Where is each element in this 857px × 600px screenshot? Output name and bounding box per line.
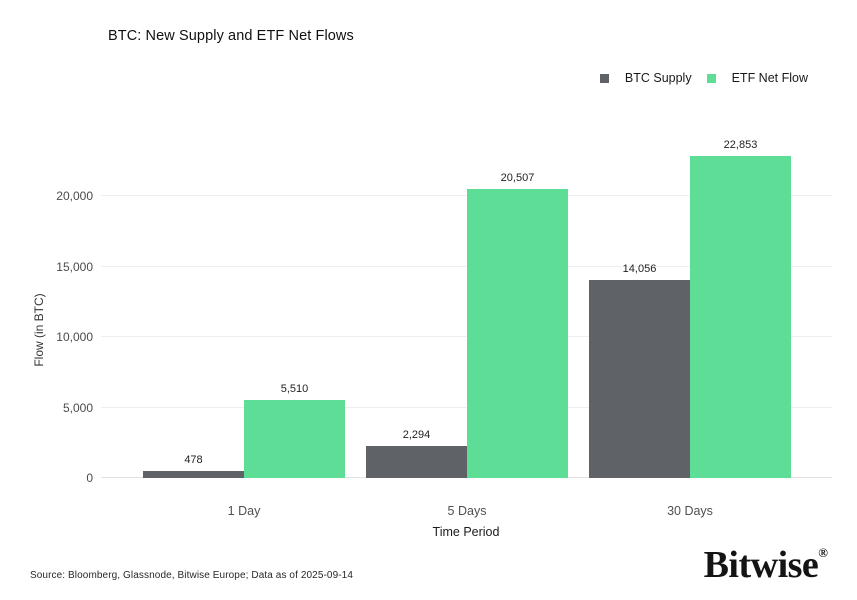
y-tick-label: 20,000 [56, 189, 93, 203]
bar-group: 14,056 22,853 [589, 110, 791, 478]
legend: BTC Supply ETF Net Flow [599, 71, 808, 85]
bar-value-label: 478 [184, 454, 203, 466]
bar-group: 478 5,510 [143, 110, 345, 478]
y-tick-label: 5,000 [62, 400, 93, 415]
x-tick-label: 30 Days [667, 504, 713, 518]
chart-title: BTC: New Supply and ETF Net Flows [108, 28, 354, 44]
x-tick-label: 1 Day [227, 504, 261, 518]
bar-btc-supply [589, 280, 690, 478]
gridline [101, 336, 832, 337]
bar-value-label: 5,510 [280, 383, 309, 395]
bar-value-label: 2,294 [402, 429, 431, 441]
bar-etf-net-flow [690, 156, 791, 478]
legend-label-etf-net-flow: ETF Net Flow [731, 71, 808, 85]
bar-etf-net-flow [244, 400, 345, 478]
gridline [101, 265, 832, 267]
registered-trademark-icon: ® [818, 545, 828, 560]
y-axis-ticks: 0 5,000 10,000 15,000 20,000 [0, 0, 93, 600]
legend-item-etf-net-flow: ETF Net Flow [706, 71, 808, 85]
y-tick-label: 15,000 [56, 259, 93, 274]
etf-net-flow-swatch-icon [706, 73, 716, 83]
x-axis-title: Time Period [432, 525, 500, 539]
bar-btc-supply [366, 446, 467, 478]
btc-supply-swatch-icon [599, 73, 609, 83]
bar-group: 2,294 20,507 [366, 110, 568, 478]
source-note: Source: Bloomberg, Glassnode, Bitwise Eu… [30, 570, 353, 581]
gridline [101, 406, 832, 408]
legend-label-btc-supply: BTC Supply [624, 71, 692, 85]
legend-item-btc-supply: BTC Supply [599, 71, 692, 85]
bar-btc-supply [143, 471, 244, 478]
bitwise-logo: Bitwise® [704, 546, 828, 584]
x-tick-label: 5 Days [447, 504, 487, 518]
bar-etf-net-flow [467, 189, 568, 478]
gridline [101, 195, 832, 196]
plot-area: 478 5,510 2,294 20,507 14,056 22,853 [101, 110, 832, 478]
y-tick-label: 0 [86, 471, 93, 485]
bar-value-label: 14,056 [622, 263, 657, 275]
logo-text: Bitwise [703, 544, 819, 586]
y-tick-label: 10,000 [56, 330, 93, 344]
bar-value-label: 22,853 [723, 139, 758, 151]
bar-value-label: 20,507 [500, 172, 535, 184]
